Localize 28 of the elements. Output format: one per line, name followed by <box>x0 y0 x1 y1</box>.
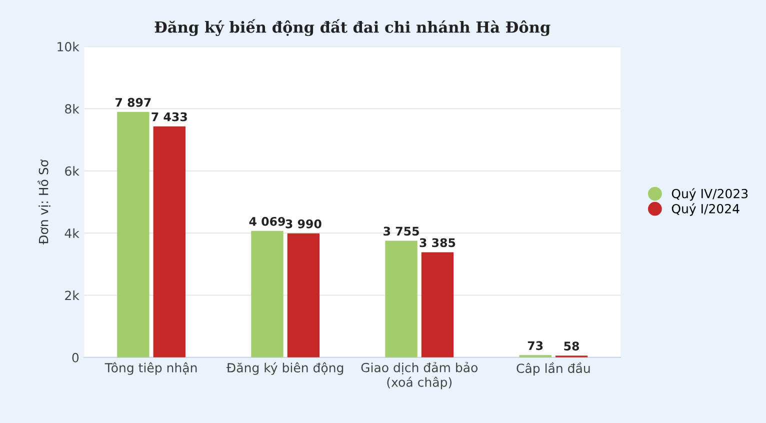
y-tick-label: 2k <box>65 290 80 300</box>
y-axis-title: Đơn vị: Hồ Sơ <box>38 160 50 244</box>
y-tick-label: 0 <box>72 352 79 362</box>
data-label: 3 755 <box>384 226 419 236</box>
x-tick-label: Giao dịch đảm bảo (xoá châp) <box>361 362 478 390</box>
data-label: 7 433 <box>152 112 187 122</box>
x-tick-label: Câp lần đầu <box>516 362 590 376</box>
data-label: 73 <box>528 341 543 350</box>
y-tick-label: 8k <box>65 104 80 114</box>
x-tick-label: Tông tiêp nhận <box>104 362 197 375</box>
data-label: 4 069 <box>249 216 285 226</box>
legend-label: Quý I/2024 <box>672 203 740 216</box>
data-label: 3 990 <box>286 219 322 228</box>
bar <box>251 230 284 358</box>
x-tick-label: Đăng ký biên động <box>226 362 344 375</box>
bar <box>287 233 320 358</box>
bar <box>153 126 186 358</box>
y-tick-label: 10k <box>58 42 80 52</box>
y-tick-label: 4k <box>64 228 80 238</box>
bar <box>385 240 418 358</box>
bar <box>421 252 454 358</box>
chart-title: Đăng ký biến động đất đai chi nhánh Hà Đông <box>154 19 550 36</box>
legend-label: Quý IV/2023 <box>672 188 748 201</box>
data-label: 7 897 <box>115 98 151 107</box>
bar <box>117 112 150 358</box>
y-tick-label: 6k <box>65 166 80 176</box>
data-label: 58 <box>564 342 580 351</box>
data-label: 3 385 <box>420 238 456 248</box>
